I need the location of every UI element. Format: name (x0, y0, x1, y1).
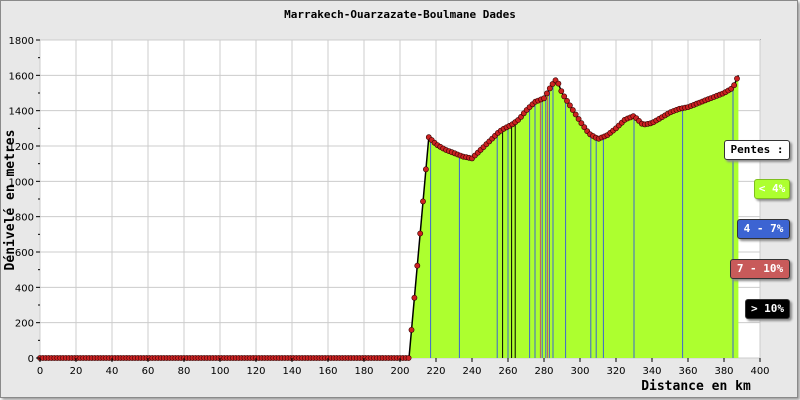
elevation-area (40, 75, 739, 359)
y-tick-label: 0 (28, 354, 34, 365)
profile-marker (408, 326, 415, 333)
x-tick-label: 20 (70, 366, 83, 377)
x-tick-label: 80 (178, 366, 191, 377)
x-tick-label: 300 (570, 366, 589, 377)
x-tick-label: 40 (106, 366, 119, 377)
legend-item-7-10: 7 - 10% (730, 259, 790, 279)
profile-marker (555, 80, 562, 87)
profile-marker (544, 90, 550, 97)
y-tick-label: 200 (15, 319, 34, 330)
profile-marker (575, 116, 582, 122)
legend-item-4-7: 4 - 7% (737, 219, 790, 239)
x-tick-label: 280 (534, 366, 553, 377)
x-tick-label: 120 (246, 366, 265, 377)
y-axis-label: Dénivelé en metres (3, 130, 18, 271)
x-tick-label: 360 (678, 366, 697, 377)
x-tick-label: 240 (462, 366, 481, 377)
x-tick-label: 60 (142, 366, 155, 377)
profile-area (40, 75, 739, 359)
profile-marker (546, 85, 553, 92)
x-tick-label: 100 (210, 366, 229, 377)
y-tick-label: 1400 (9, 107, 34, 118)
profile-marker (564, 98, 570, 104)
y-tick-label: 800 (15, 213, 34, 224)
profile-marker (572, 111, 579, 118)
y-axis-ticks: 0 200 400 600 800 1000 1200 1400 1600 1800 (9, 36, 40, 365)
x-axis-ticks: 0 20 40 60 80 100 120 140 160 180 200 220 240 260 280 3… (37, 358, 770, 377)
x-tick-label: 320 (606, 366, 625, 377)
y-tick-label: 1600 (9, 71, 34, 82)
profile-marker (420, 198, 426, 205)
x-axis-label: Distance en km (641, 379, 751, 394)
profile-marker (541, 95, 547, 102)
profile-marker (414, 262, 421, 269)
legend-item-lt4: < 4% (754, 179, 790, 199)
x-tick-label: 260 (498, 366, 517, 377)
x-tick-label: 180 (354, 366, 373, 377)
profile-marker (411, 294, 418, 301)
x-tick-label: 140 (282, 366, 301, 377)
slope-lines (430, 83, 734, 358)
y-tick-label: 1800 (9, 36, 34, 47)
profile-marker (405, 355, 412, 361)
y-tick-label: 1200 (9, 142, 34, 153)
profile-marker (578, 120, 585, 127)
y-tick-label: 1000 (9, 177, 34, 188)
x-tick-label: 220 (426, 366, 445, 377)
profile-marker (734, 75, 740, 82)
x-tick-label: 380 (714, 366, 733, 377)
x-tick-label: 0 (37, 366, 43, 377)
profile-markers (37, 75, 740, 361)
profile-marker (422, 166, 429, 173)
x-tick-label: 400 (750, 366, 769, 377)
profile-marker (731, 82, 737, 89)
profile-marker (558, 88, 565, 94)
legend-title: Pentes : (724, 140, 790, 160)
profile-marker (569, 107, 576, 113)
profile-marker (567, 102, 573, 109)
chart-title: Marrakech-Ouarzazate-Boulmane Dades (284, 8, 516, 21)
y-tick-label: 600 (15, 248, 34, 259)
x-tick-label: 160 (318, 366, 337, 377)
y-tick-label: 400 (15, 283, 34, 294)
x-tick-label: 340 (642, 366, 661, 377)
profile-marker (561, 93, 568, 100)
legend-item-gt10: > 10% (745, 299, 790, 319)
x-tick-label: 200 (390, 366, 409, 377)
profile-marker (581, 124, 588, 131)
profile-marker (417, 230, 424, 237)
